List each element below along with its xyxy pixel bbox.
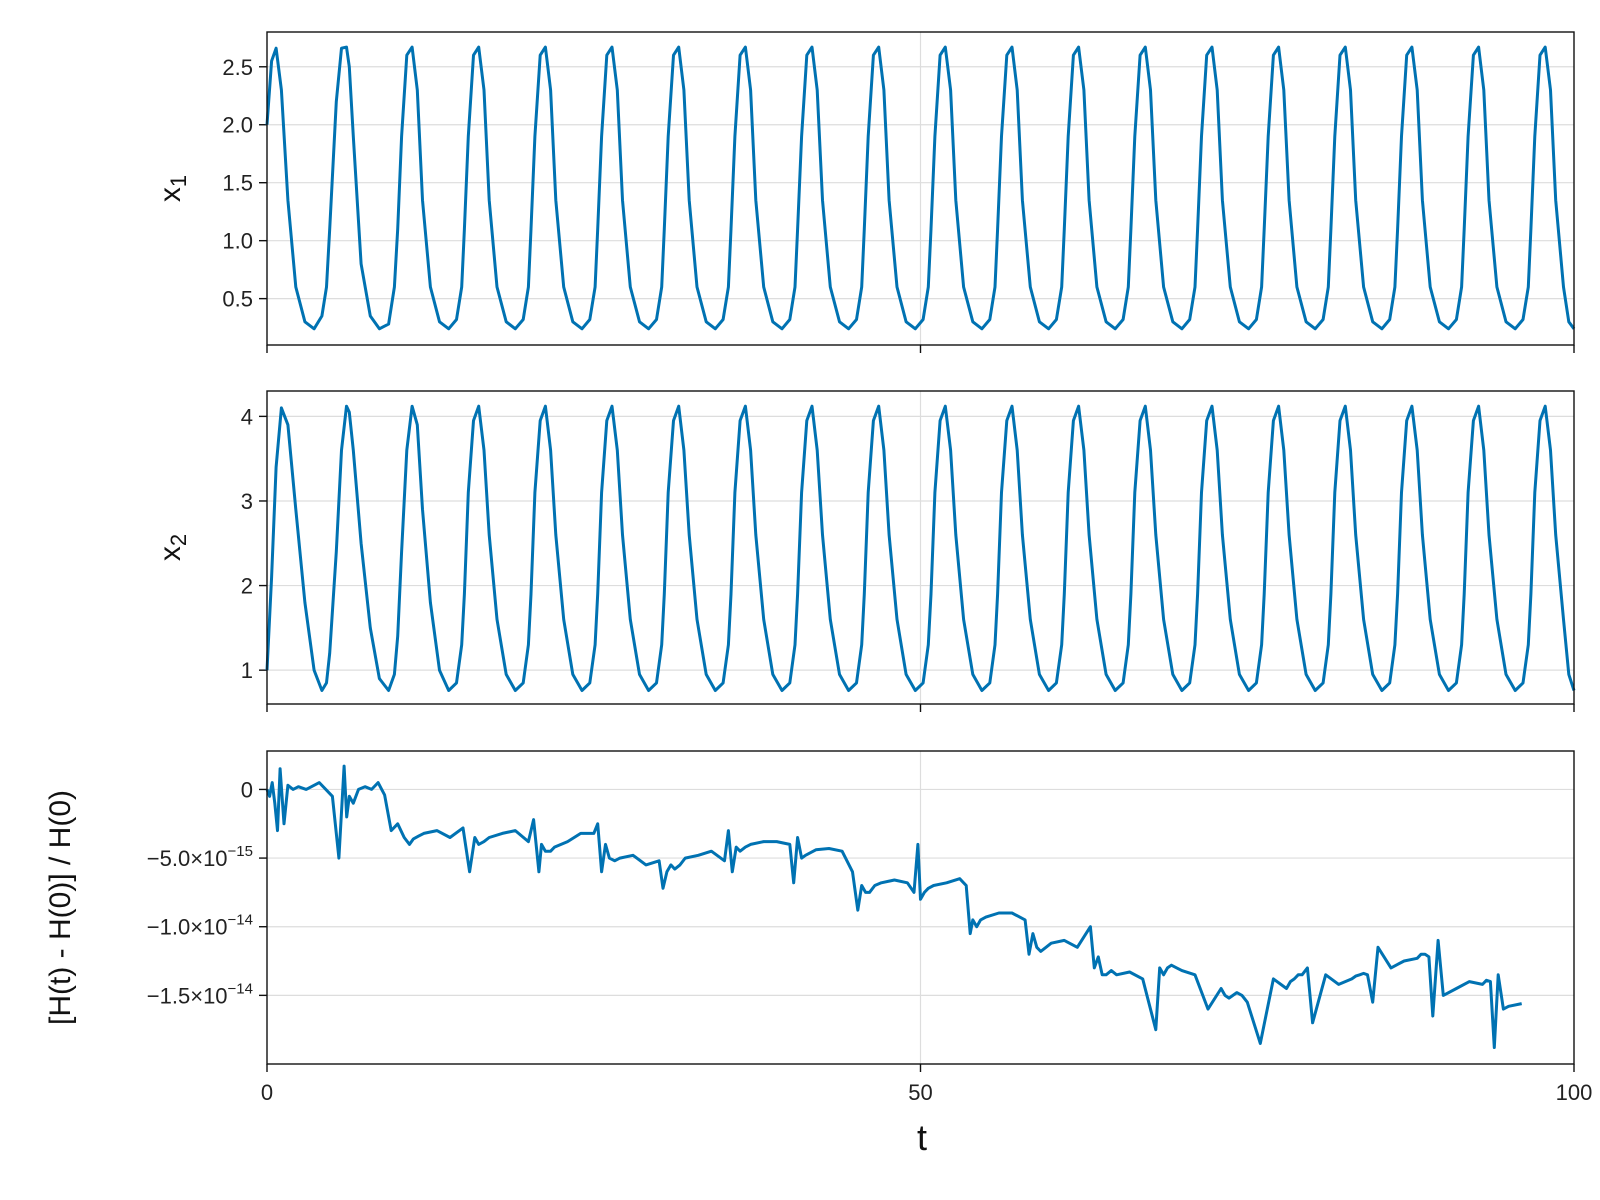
y-tick-label-1-3: 4 <box>241 404 253 429</box>
plot-frame-H <box>266 750 1575 1065</box>
panel-x2: 1 2 3 4 x2 <box>154 390 1576 712</box>
x-tick-label-1: 50 <box>908 1080 932 1105</box>
y-tick-label-1-1: 2 <box>241 574 253 599</box>
y-tick-label-2-1: −5.0×10−15 <box>147 843 253 871</box>
x-axis-label: t <box>917 1117 927 1158</box>
series-line-H-0 <box>265 764 1523 1049</box>
y-tick-label-1-0: 1 <box>241 658 253 683</box>
y-axis-label-x2: x2 <box>154 534 191 561</box>
y-tick-label-2-3: −1.5×10−14 <box>147 980 253 1008</box>
series-line-x2-0 <box>265 404 1576 692</box>
y-axis-label-H: [H(t) - H(0)] / H(0) <box>44 790 77 1025</box>
y-tick-label-0-1: 1.0 <box>222 229 253 254</box>
plot-frame-x2 <box>266 390 1575 705</box>
y-tick-label-0-0: 0.5 <box>222 287 253 312</box>
y-tick-label-0-4: 2.5 <box>222 55 253 80</box>
y-tick-label-2-2: −1.0×10−14 <box>147 912 253 940</box>
series-line-x1-0 <box>265 45 1576 331</box>
x-tick-label-0: 0 <box>261 1080 273 1105</box>
y-tick-label-1-2: 3 <box>241 489 253 514</box>
x-tick-label-2: 100 <box>1556 1080 1593 1105</box>
panel-x1: 0.5 1.0 1.5 2.0 2.5 x1 <box>154 31 1576 353</box>
plot-frame-x1 <box>266 31 1575 346</box>
y-tick-label-2-0: 0 <box>241 777 253 802</box>
y-axis-label-x1: x1 <box>154 175 191 202</box>
y-tick-label-0-2: 1.5 <box>222 171 253 196</box>
y-tick-label-0-3: 2.0 <box>222 113 253 138</box>
panel-energy-error: 0 −5.0×10−15 −1.0×10−14 −1.5×10−14 [H(t) - H… <box>44 750 1575 1072</box>
